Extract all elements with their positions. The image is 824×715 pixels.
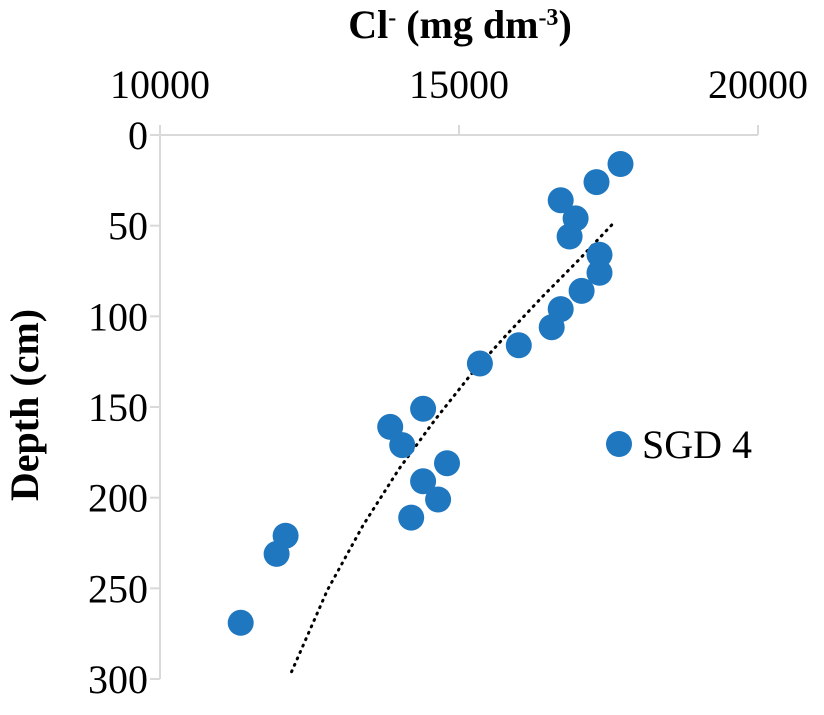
y-axis-title: Depth (cm) — [2, 309, 47, 501]
data-point — [586, 241, 613, 268]
data-point — [607, 151, 634, 177]
y-tick-label: 100 — [88, 294, 148, 339]
data-point — [547, 187, 574, 214]
x-tick-label: 20000 — [708, 62, 808, 107]
x-axis-title-unit-open: (mg dm — [396, 2, 538, 47]
tick-labels: 10000 15000 20000 0 50 100 150 200 250 300 — [88, 62, 808, 702]
data-point — [586, 259, 613, 286]
data-point — [227, 609, 254, 636]
legend-label-sgd-4: SGD 4 — [642, 422, 752, 467]
x-axis-title-unit-sup: -3 — [538, 5, 558, 31]
axes — [150, 125, 759, 680]
data-point — [263, 540, 290, 567]
x-axis-title: Cl- (mg dm-3) — [348, 2, 572, 47]
data-point — [410, 395, 437, 422]
data-point — [466, 350, 493, 377]
data-point — [556, 223, 583, 250]
legend-marker-sgd-4 — [606, 431, 632, 457]
data-point — [505, 332, 532, 359]
data-point — [425, 486, 452, 513]
y-tick-label: 200 — [88, 476, 148, 521]
data-points — [227, 151, 634, 636]
data-point — [434, 450, 460, 477]
data-point — [538, 314, 565, 341]
y-tick-label: 300 — [88, 657, 148, 702]
trendline-group — [290, 220, 616, 674]
legend: SGD 4 — [606, 422, 752, 467]
y-tick-label: 250 — [88, 566, 148, 611]
y-tick-label: 0 — [128, 113, 148, 158]
data-point — [568, 277, 595, 304]
trendline — [290, 220, 616, 674]
x-axis-title-unit-close: ) — [558, 2, 571, 47]
data-point — [389, 432, 416, 459]
y-tick-label: 150 — [88, 385, 148, 430]
x-tick-label: 15000 — [409, 62, 509, 107]
x-axis-title-base: Cl — [348, 2, 388, 47]
data-point — [583, 169, 610, 196]
data-point — [410, 468, 437, 495]
y-tick-label: 50 — [108, 204, 148, 249]
x-axis-title-sup: - — [388, 5, 396, 31]
x-tick-label: 10000 — [110, 62, 210, 107]
data-point — [398, 504, 425, 531]
